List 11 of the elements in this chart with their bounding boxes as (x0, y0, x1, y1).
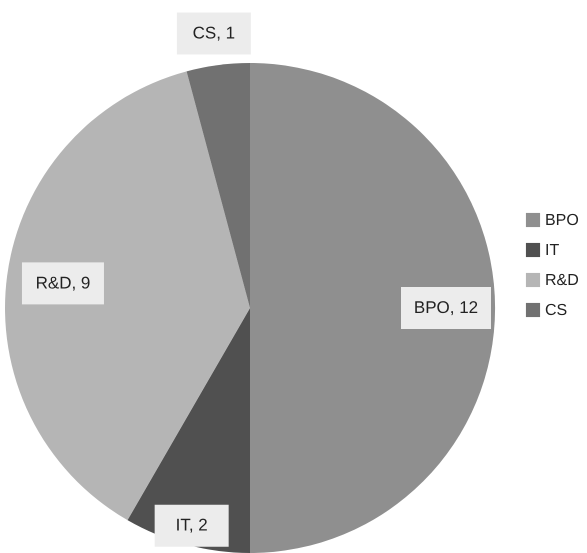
legend-label: BPO (545, 212, 579, 229)
pie-slice (250, 63, 495, 553)
data-label: CS, 1 (192, 24, 236, 43)
legend-label: IT (545, 242, 560, 259)
legend-label: R&D (545, 272, 579, 289)
legend-label: CS (545, 302, 568, 319)
data-label: IT, 2 (176, 516, 208, 535)
pie-slice (186, 63, 250, 308)
data-label: BPO, 12 (414, 298, 478, 317)
pie-slice (5, 71, 250, 520)
data-label: R&D, 9 (36, 273, 90, 292)
